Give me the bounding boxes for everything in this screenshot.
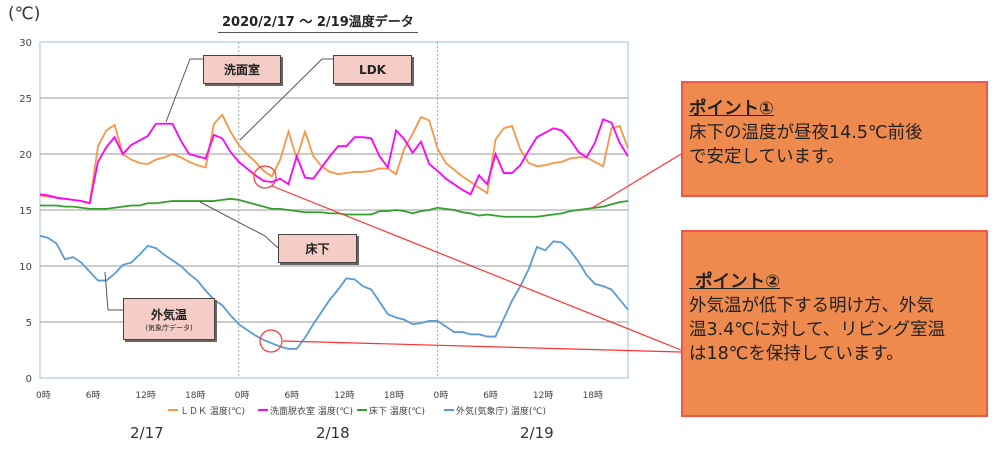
x-tick-label: 0時 xyxy=(235,390,250,401)
point-2-line: は18℃を保持しています。 xyxy=(689,344,904,364)
day-label: 2/18 xyxy=(316,424,350,442)
callout-line xyxy=(271,185,682,351)
x-tick-label: 0時 xyxy=(36,390,51,401)
label-washroom-text: 洗面室 xyxy=(223,63,260,77)
day-label: 2/17 xyxy=(130,424,164,442)
x-tick-label: 6時 xyxy=(284,390,299,401)
x-tick-label: 12時 xyxy=(334,390,354,401)
leader-line xyxy=(165,58,191,123)
label-ldk-text: LDK xyxy=(359,62,386,77)
x-tick-label: 6時 xyxy=(483,390,498,401)
x-tick-label: 12時 xyxy=(533,390,553,401)
leader-line xyxy=(239,58,323,141)
x-tick-label: 6時 xyxy=(86,390,101,401)
x-tick-label: 18時 xyxy=(384,390,404,401)
point-1-line: 床下の温度が昼夜14.5℃前後 xyxy=(689,123,923,143)
y-axis-unit: (℃) xyxy=(8,4,41,24)
day-label: 2/19 xyxy=(520,424,554,442)
series-line xyxy=(39,113,629,205)
point-1-box: ポイント① 床下の温度が昼夜14.5℃前後 で安定しています。 xyxy=(681,81,988,197)
legend-label: 洗面脱衣室 温度(℃) xyxy=(270,405,353,417)
label-washroom: 洗面室 xyxy=(203,55,281,84)
x-tick-label: 18時 xyxy=(583,390,603,401)
label-ldk: LDK xyxy=(333,55,412,84)
y-tick-label: 20 xyxy=(19,150,32,161)
highlight-circle xyxy=(259,329,283,353)
x-tick-label: 0時 xyxy=(434,390,449,401)
point-1-line: で安定しています。 xyxy=(689,147,845,167)
callout-line xyxy=(591,153,682,209)
leader-line xyxy=(199,201,266,237)
legend-label: ＬＤＫ 温度(℃) xyxy=(180,405,245,417)
leader-line xyxy=(264,235,279,249)
point-2-box: ポイント② 外気温が低下する明け方、外気 温3.4℃に対して、リビング室温 は1… xyxy=(681,230,988,417)
series-line xyxy=(39,118,629,205)
y-tick-label: 30 xyxy=(19,38,32,49)
y-tick-label: 25 xyxy=(19,94,32,105)
leader-line xyxy=(104,271,109,311)
point-2-heading: ポイント② xyxy=(689,272,780,292)
label-outside-text: 外気温 xyxy=(150,307,187,322)
label-outside: 外気温 (気象庁データ) xyxy=(123,298,215,340)
label-outside-sub: (気象庁データ) xyxy=(145,323,193,332)
point-1-heading: ポイント① xyxy=(689,99,774,119)
point-2-line: 外気温が低下する明け方、外気 xyxy=(689,296,934,316)
series-line xyxy=(40,197,629,218)
point-2-line: 温3.4℃に対して、リビング室温 xyxy=(689,320,946,340)
chart-title: 2020/2/17 ～ 2/19温度データ xyxy=(218,11,418,33)
legend-label: 外気(気象庁) 温度(℃) xyxy=(456,405,546,417)
label-floor: 床下 xyxy=(278,234,357,263)
label-floor-text: 床下 xyxy=(305,242,330,256)
y-tick-label: 15 xyxy=(19,206,32,217)
y-tick-label: 5 xyxy=(26,318,32,329)
y-tick-label: 0 xyxy=(26,374,32,385)
highlight-circle xyxy=(253,165,277,189)
y-tick-label: 10 xyxy=(19,262,32,273)
x-tick-label: 12時 xyxy=(135,390,155,401)
series-line xyxy=(39,234,629,350)
legend-label: 床下 温度(℃) xyxy=(369,405,425,417)
x-tick-label: 18時 xyxy=(185,390,205,401)
callout-line xyxy=(282,340,682,353)
